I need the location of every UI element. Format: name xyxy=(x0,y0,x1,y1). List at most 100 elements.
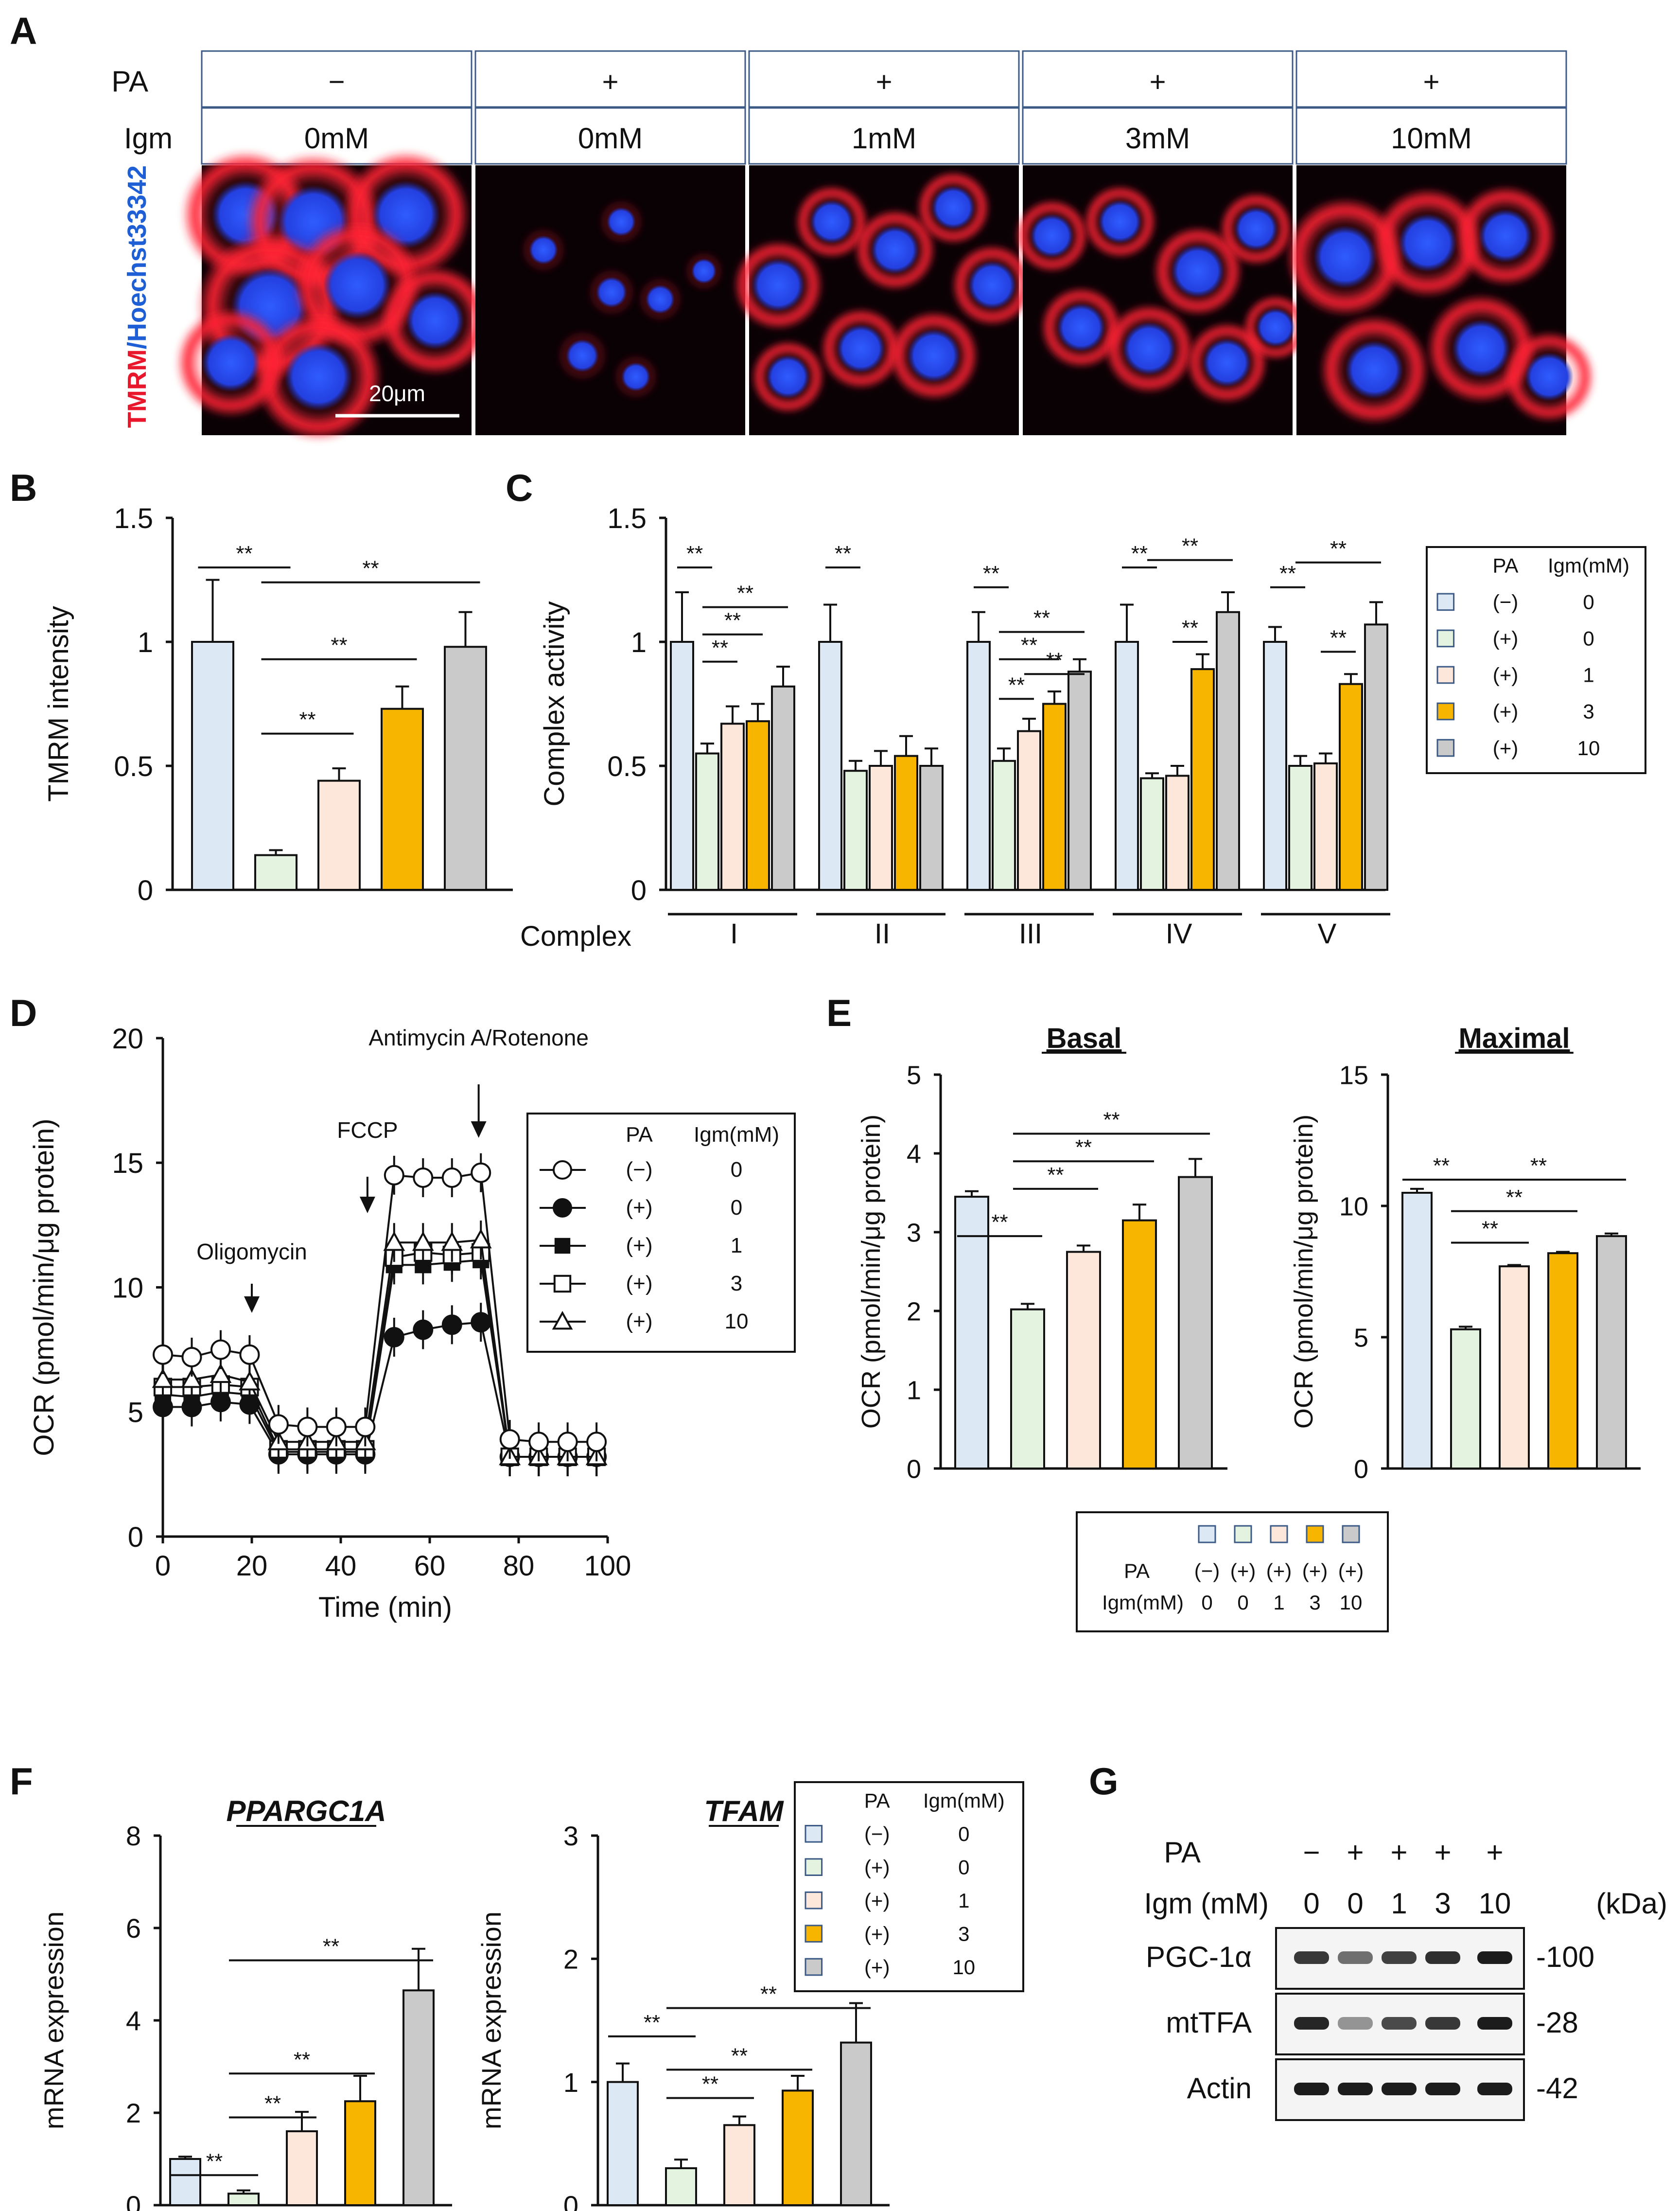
significance-label: ** xyxy=(299,708,315,732)
significance-label: ** xyxy=(1330,626,1347,650)
bar xyxy=(1364,623,1388,891)
marker-circle-filled xyxy=(471,1312,491,1333)
igm-value: 0mM xyxy=(304,122,369,155)
significance-label: ** xyxy=(331,634,347,657)
blot-band xyxy=(1382,1951,1417,1964)
bar xyxy=(695,752,719,891)
bar xyxy=(894,755,918,891)
legend-igm: 0 xyxy=(1237,1591,1248,1614)
legend-igm: 0 xyxy=(731,1196,742,1220)
legend-box xyxy=(526,1113,796,1353)
bar xyxy=(869,765,893,891)
y-tick-label: 6 xyxy=(126,1913,141,1944)
y-tick-label: 0 xyxy=(631,875,647,906)
marker-circle-filled xyxy=(413,1319,434,1340)
legend-header-igm: Igm(mM) xyxy=(923,1789,1005,1812)
nucleus xyxy=(1122,322,1176,375)
marker-circle-open xyxy=(297,1416,318,1437)
legend-igm: 0 xyxy=(1583,591,1594,614)
chart-b-tmrm: 0 0.5 1 1.5 TMRM intensity ** ** ** ** xyxy=(43,503,513,906)
igm-value: 3mM xyxy=(1125,122,1190,155)
blot-band xyxy=(1425,2083,1460,2095)
legend-swatch xyxy=(1436,593,1455,611)
bar xyxy=(286,2130,318,2206)
panel-label-f: F xyxy=(10,1760,33,1803)
marker-circle-open xyxy=(471,1162,491,1183)
row-label-pa: PA xyxy=(111,65,148,98)
legend-igm: 3 xyxy=(958,1922,969,1945)
side-label: TMRM/Hoechst33342 xyxy=(122,165,152,428)
y-tick-label: 3 xyxy=(563,1821,578,1851)
nucleus xyxy=(646,284,675,314)
bar xyxy=(1066,1251,1101,1469)
significance-label: ** xyxy=(644,2011,660,2034)
marker-circle-open xyxy=(384,1165,404,1185)
bar xyxy=(843,770,868,891)
legend-igm: 10 xyxy=(1340,1591,1363,1614)
significance-label: ** xyxy=(991,1210,1008,1234)
nucleus xyxy=(406,291,464,350)
marker-circle-open xyxy=(153,1344,173,1365)
significance-label: ** xyxy=(1482,1217,1498,1241)
legend-pa: (+) xyxy=(864,1922,890,1945)
category-label: II xyxy=(875,918,890,950)
bar xyxy=(1401,1192,1433,1469)
significance-label: ** xyxy=(1182,616,1198,640)
x-tick-label: 20 xyxy=(236,1550,268,1582)
marker-triangle-open xyxy=(210,1363,232,1383)
blot-band xyxy=(1338,1951,1373,1964)
marker-circle-open xyxy=(557,1432,578,1452)
legend-swatch xyxy=(1234,1525,1252,1543)
pa-value: + xyxy=(876,66,892,98)
igm-cell xyxy=(748,107,1020,165)
bar xyxy=(1140,777,1164,891)
marker-triangle-open xyxy=(470,1229,492,1249)
significance-label: ** xyxy=(1103,1108,1120,1132)
bar xyxy=(670,641,694,891)
panel-label-a: A xyxy=(10,9,37,52)
marker-square-filled xyxy=(554,1238,571,1254)
blot-band xyxy=(1294,1951,1329,1964)
blot-protein-label: Actin xyxy=(1187,2072,1252,2105)
bar xyxy=(992,760,1016,891)
y-tick-label: 20 xyxy=(112,1023,143,1055)
chart-f-ppargc1a: 0 2 4 6 8 mRNA expression PPARGC1A ** ** ** ** xyxy=(38,1795,452,2211)
significance-label: ** xyxy=(724,609,741,633)
marker-triangle-open xyxy=(552,1310,573,1330)
bar xyxy=(966,641,991,891)
marker-circle-open xyxy=(355,1416,376,1437)
marker-circle-open xyxy=(210,1339,231,1360)
nucleus xyxy=(1234,207,1278,251)
significance-label: ** xyxy=(835,542,851,566)
nucleus xyxy=(596,277,627,308)
legend-pa: (+) xyxy=(1493,664,1519,687)
y-tick-label: 2 xyxy=(563,1944,578,1974)
bar xyxy=(818,641,842,891)
blot-pa-value: + xyxy=(1347,1836,1364,1869)
category-label: I xyxy=(730,918,738,950)
legend-swatch xyxy=(805,1925,823,1943)
legend-swatch xyxy=(1270,1525,1288,1543)
y-tick-label: 2 xyxy=(126,2098,141,2128)
panel-a: PA Igm − 0mM +0mM +1mM +3mM +10mM 20μm TMRM/Ho… xyxy=(111,50,1595,442)
y-tick-label: 2 xyxy=(907,1297,921,1326)
nucleus xyxy=(968,261,1016,310)
y-tick-label: 10 xyxy=(112,1272,143,1304)
legend-pa: (+) xyxy=(1230,1559,1256,1582)
side-label-tmrm: TMRM xyxy=(122,349,152,428)
pa-value: − xyxy=(329,66,345,98)
blot-igm-value: 10 xyxy=(1479,1887,1511,1920)
legend-swatch xyxy=(1436,629,1455,648)
x-tick-label: 100 xyxy=(584,1550,631,1582)
nucleus xyxy=(907,329,961,383)
marker-circle-filled xyxy=(553,1198,572,1218)
bar xyxy=(1122,1219,1157,1469)
x-axis-label: Time (min) xyxy=(318,1592,452,1623)
x-tick-label: 0 xyxy=(155,1550,171,1582)
y-tick-label: 5 xyxy=(907,1061,921,1090)
bar xyxy=(1499,1265,1530,1469)
legend-swatch xyxy=(1436,666,1455,684)
bar xyxy=(1263,641,1287,891)
y-axis-label: OCR (pmol/min/μg protein) xyxy=(28,1118,60,1456)
legend-d: PA Igm(mM) (−) 0 (+) 0 (+) 1 (+) 3 (+) 10 xyxy=(526,1113,796,1353)
